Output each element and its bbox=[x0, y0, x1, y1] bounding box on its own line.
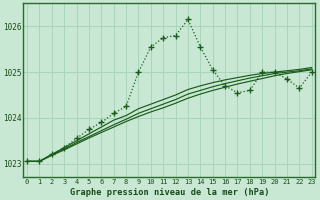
X-axis label: Graphe pression niveau de la mer (hPa): Graphe pression niveau de la mer (hPa) bbox=[70, 188, 269, 197]
